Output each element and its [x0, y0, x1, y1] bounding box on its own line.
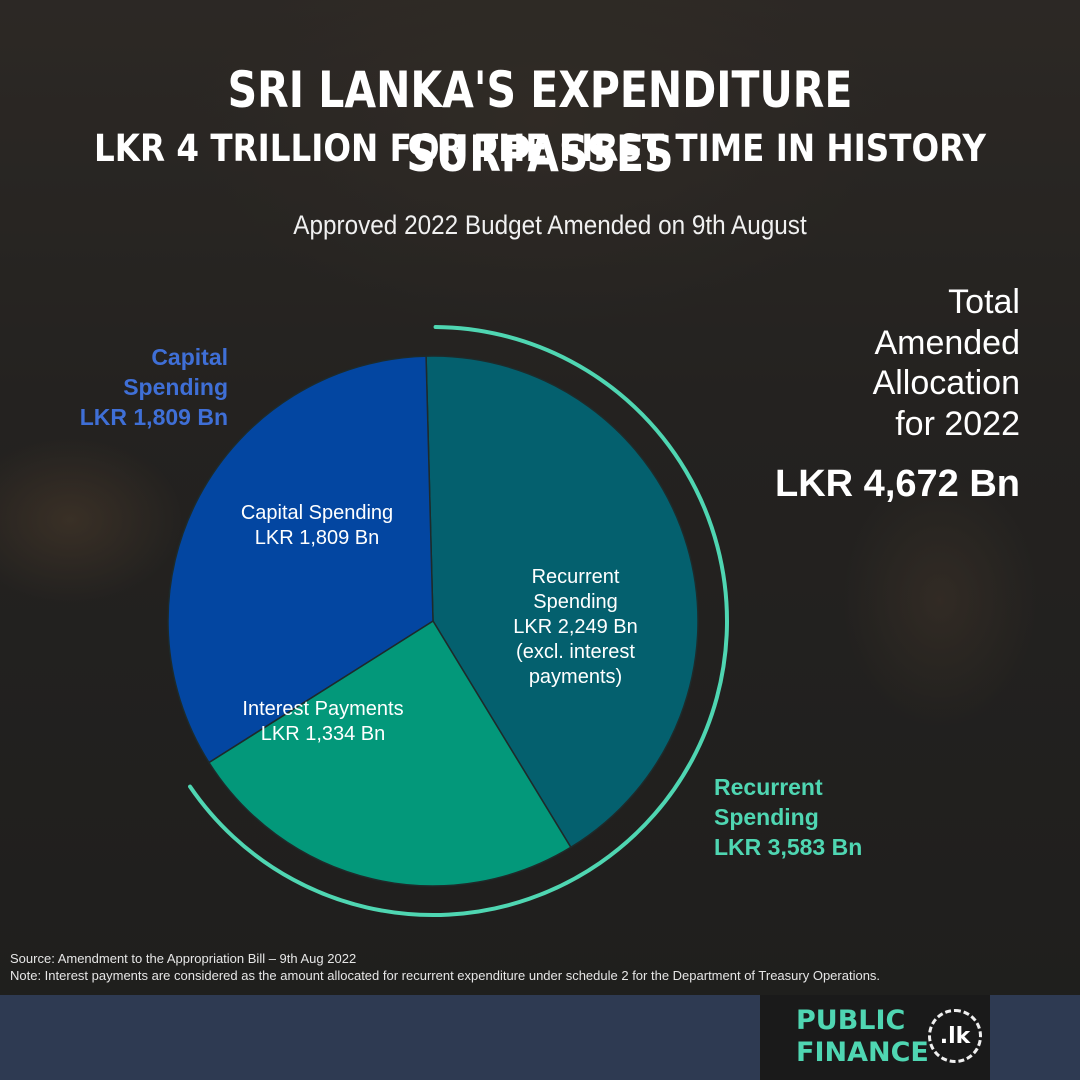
slice-label-capital: Capital Spending LKR 1,809 Bn	[212, 501, 422, 551]
source-notes: Source: Amendment to the Appropriation B…	[10, 950, 880, 984]
slice-label-line: Recurrent	[531, 566, 620, 588]
public-finance-logo: PUBLIC FINANCE .lk	[760, 995, 990, 1080]
recurrent-group-ring	[188, 325, 729, 917]
recurrent-callout-line: Recurrent	[714, 774, 823, 800]
recurrent-callout: Recurrent Spending LKR 3,583 Bn	[714, 772, 954, 862]
slice-label-line: LKR 2,249 Bn	[513, 616, 638, 638]
title-line-2: LKR 4 TRILLION FOR THE FIRST TIME IN HIS…	[93, 127, 987, 170]
slice-label-interest: Interest Payments LKR 1,334 Bn	[208, 697, 438, 747]
total-label-line: Amended	[874, 323, 1020, 362]
total-label-line: Total	[948, 283, 1020, 321]
pie-slice	[425, 355, 699, 849]
total-label-line: for 2022	[895, 404, 1020, 443]
logo-wordmark: PUBLIC FINANCE	[796, 1005, 929, 1069]
capital-callout-line: Capital	[151, 344, 228, 370]
note-text: Note: Interest payments are considered a…	[10, 968, 881, 983]
recurrent-callout-line: Spending	[714, 804, 819, 830]
slice-label-line: LKR 1,334 Bn	[260, 723, 386, 745]
logo-line: FINANCE	[796, 1037, 929, 1068]
logo-line: PUBLIC	[796, 1005, 906, 1036]
recurrent-callout-line: LKR 3,583 Bn	[714, 834, 863, 860]
slice-label-line: LKR 1,809 Bn	[254, 527, 380, 549]
title-line-1: SRI LANKA'S EXPENDITURE SURPASSES	[227, 61, 853, 183]
pie-slice	[167, 355, 434, 764]
slice-label-line: Capital Spending	[240, 502, 394, 524]
subtitle: Approved 2022 Budget Amended on 9th Augu…	[293, 210, 807, 240]
logo-badge-text: .lk	[939, 1023, 971, 1049]
total-label-line: Allocation	[872, 364, 1020, 402]
total-label: Total Amended Allocation for 2022	[760, 282, 1020, 444]
slice-label-line: payments)	[528, 666, 623, 688]
capital-callout-line: LKR 1,809 Bn	[79, 404, 228, 430]
pie-slice	[207, 619, 572, 887]
capital-callout: Capital Spending LKR 1,809 Bn	[8, 342, 228, 432]
slice-label-line: (excl. interest	[516, 641, 635, 663]
capital-callout-line: Spending	[123, 374, 228, 400]
logo-badge-icon: .lk	[928, 1009, 982, 1063]
slice-label-recurrent: Recurrent Spending LKR 2,249 Bn (excl. i…	[478, 565, 673, 690]
source-text: Source: Amendment to the Appropriation B…	[10, 951, 357, 966]
slice-label-line: Spending	[533, 591, 618, 613]
total-value: LKR 4,672 Bn	[775, 463, 1020, 505]
slice-label-line: Interest Payments	[242, 698, 404, 720]
